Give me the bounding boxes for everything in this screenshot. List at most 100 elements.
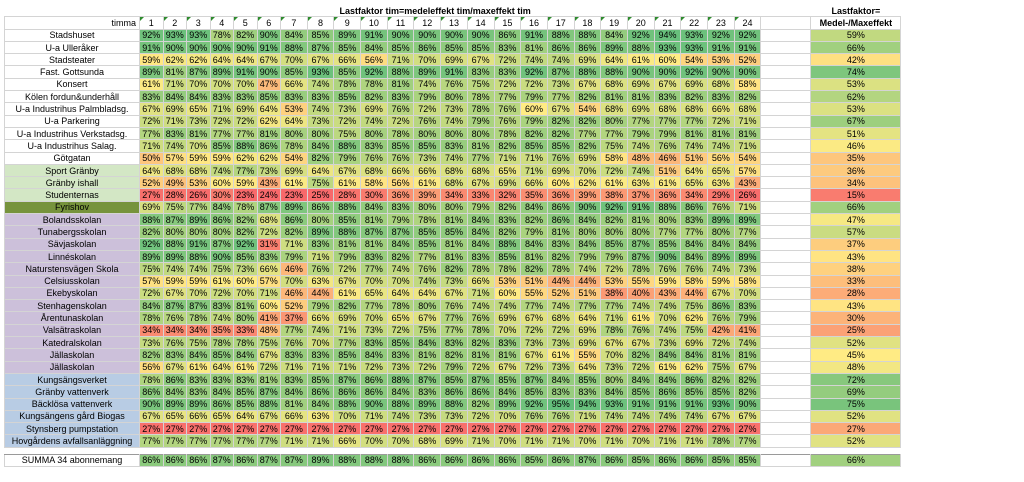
value-cell[interactable]: 70% [493,434,522,448]
value-cell[interactable]: 84% [680,348,708,362]
value-cell[interactable]: 83% [162,126,187,141]
value-cell[interactable]: 92% [733,28,762,42]
value-cell[interactable]: 71% [520,163,548,178]
row-name[interactable]: Hovgårdens avfallsanläggning [4,434,140,448]
value-cell[interactable]: 70% [186,286,211,301]
value-cell[interactable]: 77% [186,200,211,215]
value-cell[interactable]: 86% [186,453,211,467]
value-cell[interactable]: 90% [466,28,495,42]
value-cell[interactable]: 79% [306,299,335,313]
value-cell[interactable]: 75% [466,77,495,92]
value-cell[interactable]: 77% [733,434,762,448]
value-cell[interactable]: 64% [280,114,308,128]
value-cell[interactable]: 82% [520,213,548,227]
value-cell[interactable]: 85% [466,40,495,55]
value-cell[interactable]: 67% [626,336,655,350]
value-cell[interactable]: 81% [280,397,308,411]
value-cell[interactable]: 59% [186,151,211,165]
value-cell[interactable]: 60% [233,274,258,288]
value-cell[interactable]: 38% [600,286,628,301]
value-cell[interactable]: 82% [233,225,258,239]
value-cell[interactable]: 80% [440,126,468,141]
value-cell[interactable]: 77% [573,126,602,141]
value-cell[interactable]: 70% [600,348,628,362]
value-cell[interactable]: 86% [360,372,388,387]
value-cell[interactable]: 64% [306,163,335,178]
value-cell[interactable]: 61% [333,286,362,301]
value-cell[interactable]: 77% [139,434,164,448]
value-cell[interactable]: 70% [233,286,258,301]
value-cell[interactable]: 63% [306,409,335,424]
value-cell[interactable]: 91% [680,397,708,411]
value-cell[interactable]: 84% [186,348,211,362]
value-cell[interactable]: 94% [653,28,682,42]
value-cell[interactable]: 84% [466,225,495,239]
value-cell[interactable]: 86% [306,200,335,215]
value-cell[interactable]: 82% [493,139,522,153]
value-cell[interactable]: 54% [680,53,708,67]
value-cell[interactable]: 83% [209,90,234,104]
value-cell[interactable]: 84% [546,372,575,387]
value-cell[interactable]: 61% [653,360,682,374]
value-cell[interactable]: 43% [256,176,281,190]
value-cell[interactable]: 71% [493,151,522,165]
value-cell[interactable]: 85% [209,139,234,153]
value-cell[interactable]: 78% [707,434,735,448]
value-cell[interactable]: 91% [256,40,281,55]
value-cell[interactable]: 88% [386,397,415,411]
value-cell[interactable]: 67% [520,311,548,325]
row-name[interactable]: Årentunaskolan [4,311,140,325]
value-cell[interactable]: 82% [573,139,602,153]
value-cell[interactable]: 67% [440,286,468,301]
value-cell[interactable]: 73% [186,114,211,128]
value-cell[interactable]: 90% [256,65,281,79]
value-cell[interactable]: 79% [573,249,602,264]
value-cell[interactable]: 74% [626,163,655,178]
value-cell[interactable]: 87% [209,237,234,251]
value-cell[interactable]: 89% [162,397,187,411]
value-cell[interactable]: 88% [600,65,628,79]
value-cell[interactable]: 73% [256,163,281,178]
value-cell[interactable]: 72% [139,114,164,128]
value-cell[interactable]: 85% [440,225,468,239]
value-cell[interactable]: 78% [139,311,164,325]
value-cell[interactable]: 67% [707,409,735,424]
value-cell[interactable]: 92% [680,65,708,79]
value-cell[interactable]: 69% [493,311,522,325]
value-cell[interactable]: 84% [573,213,602,227]
value-cell[interactable]: 86% [209,213,234,227]
value-cell[interactable]: 90% [707,65,735,79]
row-name[interactable]: Linnéskolan [4,249,140,264]
value-cell[interactable]: 27% [139,422,164,436]
value-cell[interactable]: 28% [162,188,187,202]
value-cell[interactable]: 61% [626,311,655,325]
value-cell[interactable]: 71% [333,360,362,374]
value-cell[interactable]: 75% [306,176,335,190]
load-factor-cell[interactable]: 46% [810,139,902,153]
value-cell[interactable]: 65% [186,102,211,116]
value-cell[interactable]: 58% [360,176,388,190]
value-cell[interactable]: 71% [280,360,308,374]
value-cell[interactable]: 27% [360,422,388,436]
value-cell[interactable]: 74% [546,53,575,67]
value-cell[interactable]: 60% [520,102,548,116]
load-factor-cell[interactable]: 42% [810,53,902,67]
value-cell[interactable]: 84% [280,28,308,42]
value-cell[interactable]: 68% [440,176,468,190]
row-name[interactable]: Jällaskolan [4,348,140,362]
value-cell[interactable]: 65% [680,176,708,190]
value-cell[interactable]: 72% [256,225,281,239]
value-cell[interactable]: 67% [256,409,281,424]
value-cell[interactable]: 85% [520,139,548,153]
value-cell[interactable]: 75% [209,262,234,276]
value-cell[interactable]: 82% [493,225,522,239]
row-name[interactable]: Stadshuset [4,28,140,42]
value-cell[interactable]: 81% [256,126,281,141]
value-cell[interactable]: 88% [386,372,415,387]
value-cell[interactable]: 52% [546,286,575,301]
load-factor-cell[interactable]: 69% [810,385,902,399]
value-cell[interactable]: 87% [186,299,211,313]
value-cell[interactable]: 64% [233,53,258,67]
value-cell[interactable]: 60% [546,176,575,190]
value-cell[interactable]: 72% [626,360,655,374]
